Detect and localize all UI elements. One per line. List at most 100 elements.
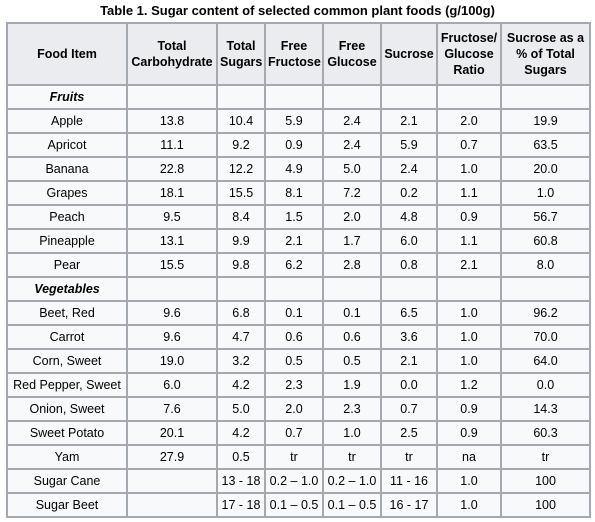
section-title: Vegetables — [7, 277, 127, 301]
table-row: Banana 22.8 12.2 4.9 5.0 2.4 1.0 20.0 — [7, 157, 590, 181]
food-item-cell: Pineapple — [7, 229, 127, 253]
value-cell: 1.0 — [437, 349, 501, 373]
header-free-glucose: Free Glucose — [323, 23, 381, 85]
value-cell: 0.9 — [437, 397, 501, 421]
food-item-cell: Carrot — [7, 325, 127, 349]
value-cell: tr — [381, 445, 437, 469]
empty-cell — [127, 85, 217, 109]
value-cell: 3.6 — [381, 325, 437, 349]
header-total-carbohydrate: Total Carbohydrate — [127, 23, 217, 85]
table-row: Yam 27.9 0.5 tr tr tr na tr — [7, 445, 590, 469]
value-cell: 8.1 — [265, 181, 323, 205]
value-cell: 19.0 — [127, 349, 217, 373]
value-cell: 0.1 — [265, 301, 323, 325]
value-cell: 2.0 — [265, 397, 323, 421]
value-cell: 2.5 — [381, 421, 437, 445]
value-cell: 0.2 – 1.0 — [323, 469, 381, 493]
empty-cell — [437, 85, 501, 109]
value-cell: 13.8 — [127, 109, 217, 133]
value-cell: 17 - 18 — [217, 493, 265, 517]
value-cell: 2.8 — [323, 253, 381, 277]
value-cell: 0.1 — [323, 301, 381, 325]
value-cell: 0.2 — [381, 181, 437, 205]
value-cell: 4.9 — [265, 157, 323, 181]
table-row: Onion, Sweet 7.6 5.0 2.0 2.3 0.7 0.9 14.3 — [7, 397, 590, 421]
food-item-cell: Apple — [7, 109, 127, 133]
table-row: Sugar Cane 13 - 18 0.2 – 1.0 0.2 – 1.0 11 - … — [7, 469, 590, 493]
value-cell: 8.0 — [501, 253, 590, 277]
value-cell: 1.0 — [437, 157, 501, 181]
food-item-cell: Red Pepper, Sweet — [7, 373, 127, 397]
value-cell: 14.3 — [501, 397, 590, 421]
value-cell: 1.0 — [437, 301, 501, 325]
value-cell: tr — [265, 445, 323, 469]
value-cell: 6.8 — [217, 301, 265, 325]
table-row: Apricot 11.1 9.2 0.9 2.4 5.9 0.7 63.5 — [7, 133, 590, 157]
value-cell: 6.2 — [265, 253, 323, 277]
value-cell: 2.1 — [381, 109, 437, 133]
value-cell: 2.4 — [381, 157, 437, 181]
table-caption: Table 1. Sugar content of selected commo… — [100, 3, 495, 18]
value-cell: 0.0 — [381, 373, 437, 397]
value-cell: 0.9 — [437, 421, 501, 445]
value-cell: 1.9 — [323, 373, 381, 397]
food-item-cell: Sugar Cane — [7, 469, 127, 493]
value-cell: 7.6 — [127, 397, 217, 421]
value-cell: 5.0 — [217, 397, 265, 421]
value-cell: 13 - 18 — [217, 469, 265, 493]
value-cell: 13.1 — [127, 229, 217, 253]
value-cell: 96.2 — [501, 301, 590, 325]
header-sucrose: Sucrose — [381, 23, 437, 85]
value-cell: 9.6 — [127, 301, 217, 325]
empty-cell — [217, 85, 265, 109]
empty-cell — [501, 277, 590, 301]
value-cell: 16 - 17 — [381, 493, 437, 517]
food-item-cell: Corn, Sweet — [7, 349, 127, 373]
value-cell: 60.3 — [501, 421, 590, 445]
value-cell: 2.0 — [437, 109, 501, 133]
value-cell: 5.9 — [265, 109, 323, 133]
value-cell: 0.1 – 0.5 — [265, 493, 323, 517]
empty-cell — [437, 277, 501, 301]
value-cell: 1.7 — [323, 229, 381, 253]
value-cell: 15.5 — [127, 253, 217, 277]
value-cell: 63.5 — [501, 133, 590, 157]
value-cell: 2.4 — [323, 109, 381, 133]
food-item-cell: Yam — [7, 445, 127, 469]
value-cell: 4.2 — [217, 373, 265, 397]
header-fructose-glucose-ratio: Fructose/ Glucose Ratio — [437, 23, 501, 85]
value-cell: 0.6 — [323, 325, 381, 349]
value-cell: 19.9 — [501, 109, 590, 133]
empty-cell — [323, 277, 381, 301]
value-cell: 56.7 — [501, 205, 590, 229]
value-cell: 18.1 — [127, 181, 217, 205]
value-cell: 6.0 — [127, 373, 217, 397]
table-row: Carrot 9.6 4.7 0.6 0.6 3.6 1.0 70.0 — [7, 325, 590, 349]
value-cell: 2.1 — [381, 349, 437, 373]
empty-cell — [323, 85, 381, 109]
empty-cell — [127, 277, 217, 301]
value-cell: na — [437, 445, 501, 469]
value-cell: 9.9 — [217, 229, 265, 253]
value-cell: 12.2 — [217, 157, 265, 181]
section-title: Fruits — [7, 85, 127, 109]
value-cell: 0.5 — [217, 445, 265, 469]
table-body: Fruits Apple 13.8 10.4 5.9 2.4 2.1 2.0 19.9 Apric… — [7, 85, 590, 517]
section-row: Fruits — [7, 85, 590, 109]
section-row: Vegetables — [7, 277, 590, 301]
value-cell: 64.0 — [501, 349, 590, 373]
value-cell: 3.2 — [217, 349, 265, 373]
value-cell: 0.7 — [265, 421, 323, 445]
value-cell: 0.9 — [437, 205, 501, 229]
table-row: Peach 9.5 8.4 1.5 2.0 4.8 0.9 56.7 — [7, 205, 590, 229]
value-cell: 2.1 — [265, 229, 323, 253]
table-row: Apple 13.8 10.4 5.9 2.4 2.1 2.0 19.9 — [7, 109, 590, 133]
empty-cell — [501, 85, 590, 109]
table-row: Sugar Beet 17 - 18 0.1 – 0.5 0.1 – 0.5 16 - … — [7, 493, 590, 517]
value-cell: 1.5 — [265, 205, 323, 229]
value-cell: 9.6 — [127, 325, 217, 349]
value-cell: 0.7 — [437, 133, 501, 157]
value-cell — [127, 493, 217, 517]
value-cell: 0.5 — [323, 349, 381, 373]
header-total-sugars: Total Sugars — [217, 23, 265, 85]
